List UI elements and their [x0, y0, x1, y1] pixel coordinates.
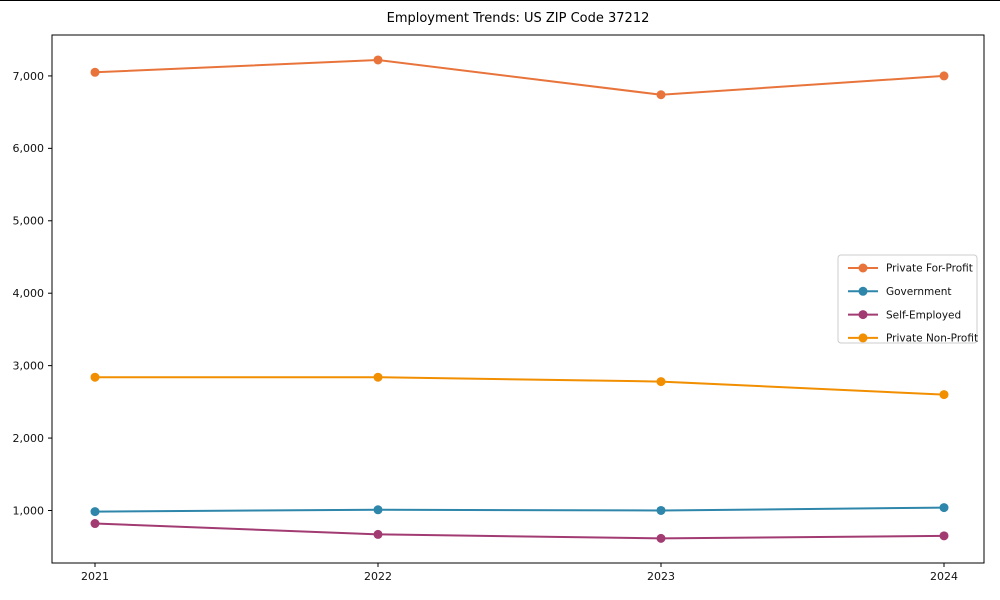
- data-point-government: [373, 505, 383, 515]
- legend: [837, 254, 978, 344]
- data-point-self-employed: [939, 531, 949, 541]
- data-point-private-for-profit: [90, 67, 100, 77]
- data-point-self-employed: [373, 529, 383, 539]
- data-point-private-for-profit: [656, 90, 666, 100]
- legend-label-private-non-profit: Private Non-Profit: [886, 333, 978, 345]
- data-point-private-non-profit: [373, 372, 383, 382]
- plot-border: [51, 34, 985, 564]
- series-line-self-employed: [94, 522, 945, 540]
- legend-label-private-for-profit: Private For-Profit: [886, 263, 973, 275]
- legend-label-self-employed: Self-Employed: [886, 309, 961, 321]
- series-line-government: [94, 506, 945, 513]
- x-axis-tick-label: 2023: [647, 570, 675, 583]
- y-axis-tick-label: 5,000: [13, 215, 45, 228]
- chart-title: Employment Trends: US ZIP Code 37212: [386, 11, 650, 26]
- series-line-private-for-profit: [94, 58, 945, 96]
- series-line-private-non-profit: [95, 376, 945, 396]
- legend-marker-government: [858, 286, 868, 296]
- legend-label-government: Government: [886, 286, 951, 298]
- data-point-government: [90, 507, 100, 517]
- data-point-government: [939, 503, 949, 513]
- y-axis-tick-label: 4,000: [13, 287, 45, 300]
- legend-marker-self-employed: [858, 310, 868, 320]
- legend-marker-private-for-profit: [858, 263, 868, 273]
- data-point-private-non-profit: [656, 377, 666, 387]
- x-axis-tick-label: 2024: [930, 570, 958, 583]
- data-point-self-employed: [656, 533, 666, 543]
- y-axis-tick-label: 3,000: [13, 359, 45, 372]
- x-axis-tick-label: 2022: [364, 570, 392, 583]
- data-point-private-for-profit: [373, 55, 383, 65]
- data-point-private-non-profit: [90, 372, 100, 382]
- legend-marker-private-non-profit: [858, 333, 868, 343]
- x-axis-tick-label: 2021: [81, 570, 109, 583]
- data-point-self-employed: [90, 519, 100, 529]
- y-axis-tick-label: 7,000: [13, 70, 45, 83]
- data-point-private-non-profit: [939, 390, 949, 400]
- y-axis-tick-label: 2,000: [13, 432, 45, 445]
- y-axis-tick-label: 1,000: [13, 504, 45, 517]
- data-point-private-for-profit: [939, 71, 949, 81]
- data-point-government: [656, 505, 666, 515]
- y-axis-tick-label: 6,000: [13, 142, 45, 155]
